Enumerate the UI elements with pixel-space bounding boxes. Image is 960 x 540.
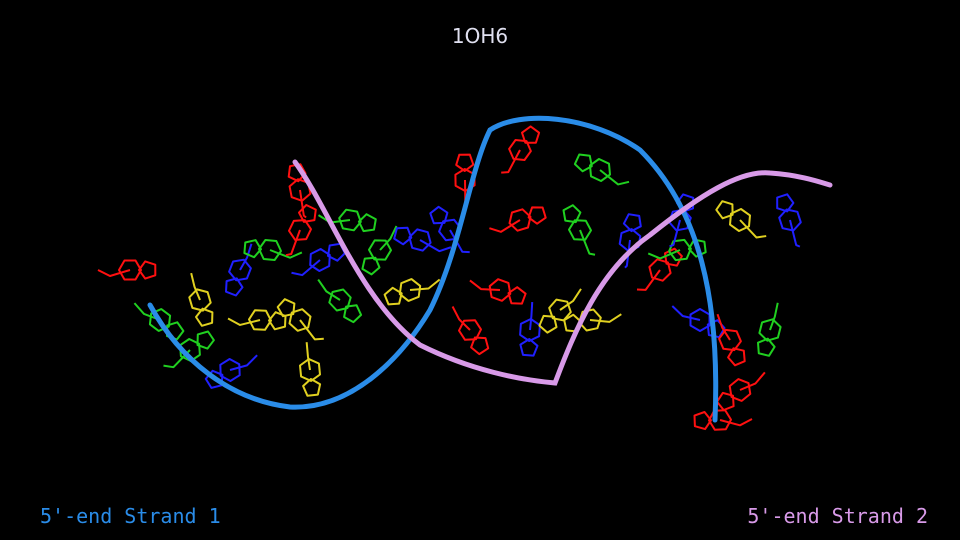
- nucleotide-base: [299, 342, 322, 397]
- nucleotide-base: [225, 243, 253, 297]
- nucleotide-base: [243, 239, 303, 261]
- nucleotide-base: [715, 200, 767, 239]
- nucleotide-bases: [97, 125, 802, 431]
- nucleotide-base: [361, 225, 398, 276]
- nucleotide-base: [469, 278, 527, 305]
- nucleotide-base: [538, 288, 582, 334]
- nucleotide-base: [693, 409, 753, 431]
- nucleotide-base: [716, 313, 746, 367]
- nucleotide-base: [285, 204, 317, 257]
- nucleotide-base: [317, 278, 363, 324]
- nucleotide-base: [227, 309, 287, 331]
- nucleotide-base: [383, 278, 441, 306]
- nucleotide-base: [393, 226, 452, 253]
- strand1-label: 5'-end Strand 1: [40, 504, 221, 528]
- strand2-label: 5'-end Strand 2: [747, 504, 928, 528]
- nucleotide-base: [204, 354, 258, 389]
- strand2-backbone: [292, 159, 833, 386]
- nucleotide-base: [671, 305, 726, 339]
- structure-title: 1OH6: [451, 24, 509, 48]
- nucleotide-base: [562, 204, 596, 256]
- nucleotide-base: [97, 259, 157, 281]
- nucleotide-base: [563, 308, 622, 333]
- nucleotide-base: [776, 193, 802, 248]
- nucleotide-base: [188, 272, 214, 327]
- nucleotide-base: [451, 306, 490, 356]
- nucleotide-base: [573, 153, 630, 186]
- nucleotide-base: [291, 242, 346, 277]
- nucleotide-base: [489, 206, 547, 233]
- nucleotide-base: [636, 247, 683, 291]
- nucleotide-base: [716, 371, 766, 411]
- nucleotide-base: [501, 125, 541, 174]
- nucleotide-base: [519, 302, 541, 357]
- strand1-backbone: [147, 115, 719, 423]
- nucleotide-base: [757, 302, 782, 357]
